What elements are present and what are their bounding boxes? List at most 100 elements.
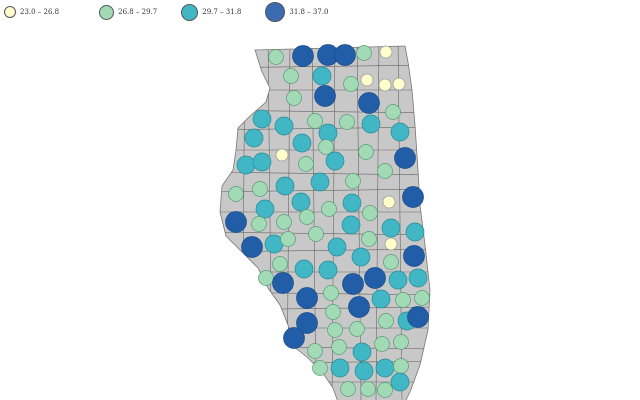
county-symbol <box>228 186 244 202</box>
county-symbol <box>358 92 380 114</box>
legend-swatch-icon <box>99 4 115 20</box>
county-symbol <box>342 273 364 295</box>
county-symbol <box>268 49 284 65</box>
county-symbol <box>241 236 263 258</box>
county-symbol <box>384 237 398 251</box>
county-symbol <box>345 173 361 189</box>
county-symbol <box>327 237 347 257</box>
legend: 23.0 – 26.8 26.8 – 29.7 29.7 – 31.8 31.8… <box>4 2 343 22</box>
county-symbol <box>403 245 425 267</box>
county-symbol <box>225 211 247 233</box>
county-symbol <box>360 381 376 397</box>
county-symbol <box>378 313 394 329</box>
county-symbol <box>360 73 374 87</box>
county-symbol <box>275 176 295 196</box>
county-symbol <box>340 381 356 397</box>
county-symbol <box>283 68 299 84</box>
county-symbol <box>318 260 338 280</box>
county-symbol <box>356 45 372 61</box>
county-symbol <box>312 66 332 86</box>
county-symbol <box>292 45 314 67</box>
county-symbol <box>342 193 362 213</box>
county-symbol <box>407 306 429 328</box>
county-symbol <box>364 267 386 289</box>
legend-label: 26.8 – 29.7 <box>118 8 158 16</box>
county-symbol <box>385 104 401 120</box>
legend-item-class-4: 31.8 – 37.0 <box>265 2 329 22</box>
county-symbol <box>349 321 365 337</box>
county-symbol <box>274 116 294 136</box>
county-symbol <box>283 327 305 349</box>
county-symbol <box>280 231 296 247</box>
legend-item-class-3: 29.7 – 31.8 <box>181 3 241 21</box>
county-symbol <box>251 216 267 232</box>
county-symbol <box>252 109 272 129</box>
county-symbol <box>321 201 337 217</box>
county-symbol <box>236 155 256 175</box>
county-symbol <box>394 147 416 169</box>
legend-item-class-1: 23.0 – 26.8 <box>4 6 59 18</box>
county-symbol <box>395 292 411 308</box>
county-symbol <box>390 122 410 142</box>
county-symbol <box>276 214 292 230</box>
county-symbol <box>375 358 395 378</box>
county-symbols <box>225 44 430 398</box>
county-symbol <box>354 361 374 381</box>
county-border <box>356 46 362 400</box>
county-symbol <box>296 287 318 309</box>
county-symbol <box>258 270 274 286</box>
county-symbol <box>323 285 339 301</box>
county-symbol <box>405 222 425 242</box>
county-symbol <box>292 133 312 153</box>
legend-label: 31.8 – 37.0 <box>289 8 329 16</box>
county-symbol <box>361 114 381 134</box>
county-symbol <box>362 205 378 221</box>
county-symbol <box>358 144 374 160</box>
county-symbol <box>307 113 323 129</box>
county-symbol <box>272 272 294 294</box>
county-symbol <box>377 382 393 398</box>
county-symbol <box>371 289 391 309</box>
county-symbol <box>318 139 334 155</box>
county-symbol <box>377 163 393 179</box>
county-symbol <box>402 186 424 208</box>
county-symbol <box>325 304 341 320</box>
county-symbol <box>374 336 390 352</box>
county-symbol <box>314 85 336 107</box>
county-symbol <box>325 151 345 171</box>
county-symbol <box>252 181 268 197</box>
county-symbol <box>351 247 371 267</box>
county-symbol <box>318 123 338 143</box>
legend-label: 23.0 – 26.8 <box>20 8 60 16</box>
county-symbol <box>275 148 289 162</box>
county-symbol <box>272 256 288 272</box>
county-symbol <box>383 254 399 270</box>
county-symbol <box>352 342 372 362</box>
county-symbol <box>339 114 355 130</box>
county-symbol <box>327 322 343 338</box>
county-symbol <box>381 218 401 238</box>
county-symbol <box>361 231 377 247</box>
county-symbol <box>252 152 272 172</box>
county-symbol <box>348 296 370 318</box>
county-symbol <box>379 45 393 59</box>
legend-item-class-2: 26.8 – 29.7 <box>99 4 158 20</box>
county-symbol <box>310 172 330 192</box>
legend-swatch-icon <box>4 6 16 18</box>
county-symbol <box>286 90 302 106</box>
county-symbol <box>343 76 359 92</box>
county-symbol <box>298 156 314 172</box>
county-symbol <box>334 44 356 66</box>
county-symbol <box>330 358 350 378</box>
county-symbol <box>299 209 315 225</box>
county-symbol <box>392 77 406 91</box>
county-symbol <box>393 334 409 350</box>
legend-swatch-icon <box>181 3 199 21</box>
county-symbol <box>414 290 430 306</box>
county-symbol <box>331 339 347 355</box>
county-symbol <box>393 358 409 374</box>
county-symbol <box>244 128 264 148</box>
county-symbol <box>312 360 328 376</box>
county-symbol <box>255 199 275 219</box>
